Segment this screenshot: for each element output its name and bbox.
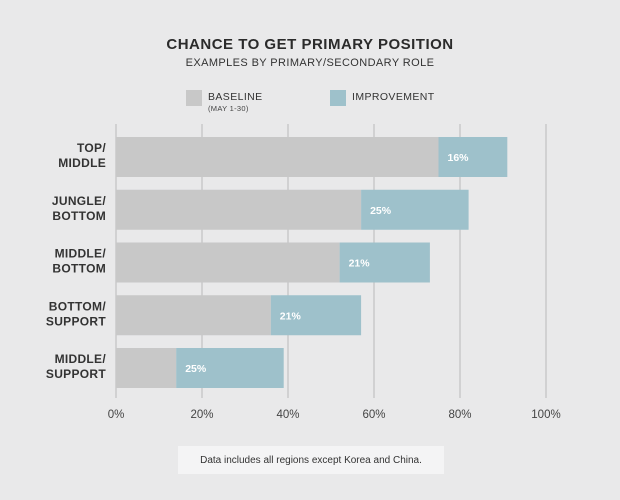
category-label-3: BOTTOM/SUPPORT [46,299,106,328]
data-label-0: 16% [448,152,470,164]
category-label-0: TOP/MIDDLE [58,141,106,170]
data-label-1: 25% [370,205,392,217]
x-tick-label-0: 0% [108,409,125,421]
bar-baseline-0 [116,137,439,177]
category-label-1: JUNGLE/BOTTOM [52,194,106,223]
legend-swatch-improvement [330,90,346,106]
x-tick-label-40: 40% [276,409,299,421]
data-label-2: 21% [349,258,371,270]
bar-improvement-2 [339,242,430,283]
data-label-3: 21% [280,310,302,322]
bar-baseline-3 [116,295,271,336]
bar-chart: 0% 20% 40% 60% 80% 100% 16% TOP/MIDDLE 25% JUNGLE… [46,124,561,421]
bar-baseline-1 [116,189,362,230]
chart-title: CHANCE TO GET PRIMARY POSITION [166,36,454,53]
bar-improvement-3 [270,295,362,336]
x-tick-label-60: 60% [362,409,385,421]
legend-label-improvement: IMPROVEMENT [352,91,435,103]
bar-layer [116,137,508,388]
bar-baseline-2 [116,242,340,283]
legend-sublabel-baseline: (MAY 1-30) [208,104,249,113]
legend-label-baseline: BASELINE [208,91,263,103]
data-label-4: 25% [185,363,207,375]
bar-improvement-4 [176,348,284,388]
label-layer: 0% 20% 40% 60% 80% 100% 16% TOP/MIDDLE 25% JUNGLE… [46,141,561,421]
bar-baseline-4 [116,348,177,388]
legend-swatch-baseline [186,90,202,106]
bar-improvement-0 [438,137,508,177]
footnote: Data includes all regions except Korea a… [178,446,444,474]
chart-subtitle: EXAMPLES BY PRIMARY/SECONDARY ROLE [185,57,435,69]
bar-improvement-1 [361,189,469,230]
x-tick-label-100: 100% [531,409,560,421]
x-tick-label-20: 20% [190,409,213,421]
category-label-2: MIDDLE/BOTTOM [52,247,106,276]
x-tick-label-80: 80% [448,409,471,421]
category-label-4: MIDDLE/SUPPORT [46,352,106,381]
